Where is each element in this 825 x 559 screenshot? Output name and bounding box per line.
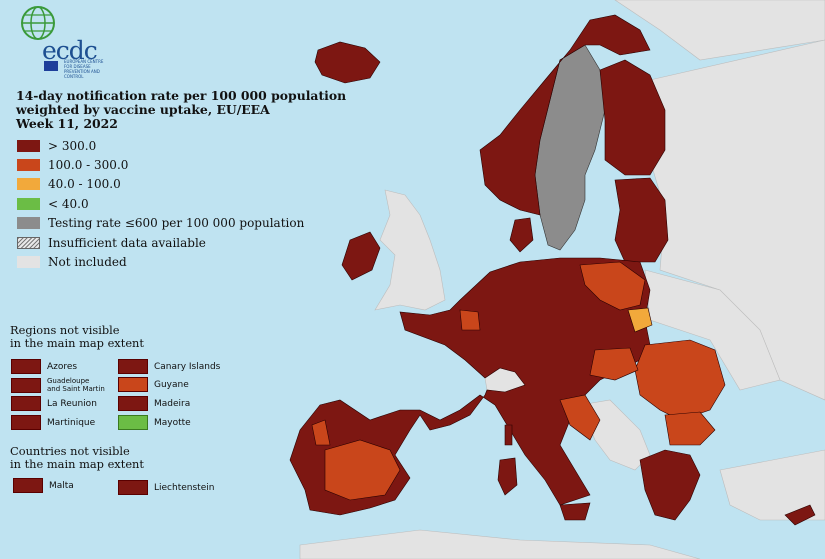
region-swatch	[11, 396, 41, 411]
region-swatch	[118, 396, 148, 411]
legend-label: 100.0 - 300.0	[48, 158, 129, 173]
title-line-1: 14-day notification rate per 100 000 pop…	[16, 88, 347, 103]
hungary-east	[589, 347, 639, 381]
region-label: Azores	[47, 361, 78, 372]
country-malta: Malta	[13, 478, 74, 493]
region-label: Mayotte	[154, 417, 191, 428]
region-guadeloupe: Guadeloupe and Saint Martin	[11, 377, 105, 393]
legend-label: < 40.0	[48, 196, 89, 211]
cyprus	[784, 504, 816, 526]
legend-item: < 40.0	[17, 194, 304, 213]
title-line-2: weighted by vaccine uptake, EU/EEA	[16, 102, 270, 117]
portugal-north	[311, 419, 331, 446]
country-swatch	[118, 480, 148, 495]
logo-wordmark: ecdc	[42, 36, 98, 65]
ukraine-belarus	[644, 269, 781, 391]
legend-label: > 300.0	[48, 138, 97, 153]
legend-item: > 300.0	[17, 136, 304, 155]
bulgaria	[664, 411, 716, 446]
region-swatch	[11, 377, 41, 393]
logo-subtitle: EUROPEAN CENTRE FOR DISEASE PREVENTION A…	[64, 59, 104, 79]
denmark	[509, 217, 534, 253]
region-guyane: Guyane	[118, 377, 189, 392]
region-la-reunion: La Reunion	[11, 396, 97, 411]
legend-swatch	[17, 256, 40, 269]
regions-title-line-1: Regions not visible	[10, 323, 120, 337]
region-label: La Reunion	[47, 398, 97, 409]
map-title: 14-day notification rate per 100 000 pop…	[16, 89, 346, 131]
region-martinique: Martinique	[11, 415, 95, 430]
country-liechtenstein: Liechtenstein	[118, 480, 214, 495]
legend-swatch	[17, 178, 40, 191]
region-swatch	[118, 415, 148, 430]
region-swatch	[11, 415, 41, 430]
legend-label: Not included	[48, 255, 127, 270]
region-swatch	[118, 359, 148, 374]
region-label-line-2: and Saint Martin	[47, 385, 105, 393]
legend-item: Not included	[17, 252, 304, 271]
region-label: Guyane	[154, 379, 189, 390]
region-swatch	[11, 359, 41, 374]
estonia-latvia-lithuania	[614, 177, 669, 263]
legend-swatch	[17, 139, 40, 152]
legend-item: Testing rate ≤600 per 100 000 population	[17, 214, 304, 233]
legend-swatch	[17, 159, 40, 172]
region-azores: Azores	[11, 359, 77, 374]
finland	[599, 59, 666, 176]
region-label: Madeira	[154, 398, 191, 409]
poland-east-region	[627, 307, 653, 333]
legend-label: Testing rate ≤600 per 100 000 population	[48, 216, 305, 231]
legend-swatch	[17, 197, 40, 210]
country-label: Malta	[49, 480, 74, 491]
region-mayotte: Mayotte	[118, 415, 191, 430]
country-swatch	[13, 478, 43, 493]
legend-item: 100.0 - 300.0	[17, 155, 304, 174]
corsica	[504, 424, 513, 446]
france-east	[459, 309, 481, 331]
regions-title: Regions not visible in the main map exte…	[10, 324, 144, 350]
title-line-3: Week 11, 2022	[16, 116, 118, 131]
countries-title: Countries not visible in the main map ex…	[10, 445, 144, 471]
country-label: Liechtenstein	[154, 482, 215, 493]
region-label: Martinique	[47, 417, 96, 428]
legend-label: Insufficient data available	[48, 235, 206, 250]
ireland	[341, 231, 381, 281]
eu-flag-icon	[44, 61, 58, 71]
greece	[639, 449, 701, 521]
spain-center	[324, 439, 401, 501]
region-canary-islands: Canary Islands	[118, 359, 220, 374]
region-label: Guadeloupe and Saint Martin	[47, 377, 105, 393]
sicily	[559, 502, 591, 521]
legend-item: 40.0 - 100.0	[17, 175, 304, 194]
legend-swatch-hatched	[17, 236, 40, 249]
region-swatch	[118, 377, 148, 392]
regions-title-line-2: in the main map extent	[10, 336, 144, 350]
legend-swatch	[17, 217, 40, 230]
region-madeira: Madeira	[118, 396, 190, 411]
croatia	[559, 394, 601, 441]
greenland-arctic	[614, 0, 825, 61]
poland-regions	[579, 261, 646, 311]
region-label: Canary Islands	[154, 361, 221, 372]
mid-rate-land	[311, 261, 726, 501]
norway	[479, 14, 651, 216]
globe-icon	[21, 6, 55, 40]
countries-title-line-1: Countries not visible	[10, 444, 130, 458]
countries-title-line-2: in the main map extent	[10, 457, 144, 471]
region-label-line-1: Guadeloupe	[47, 377, 90, 385]
iceland	[314, 41, 381, 84]
legend-label: 40.0 - 100.0	[48, 177, 121, 192]
legend: > 300.0 100.0 - 300.0 40.0 - 100.0 < 40.…	[17, 136, 304, 272]
north-africa	[299, 529, 701, 559]
great-britain	[374, 189, 446, 311]
sardinia	[497, 457, 518, 496]
ecdc-logo: ecdc EUROPEAN CENTRE FOR DISEASE PREVENT…	[12, 4, 103, 79]
legend-item: Insufficient data available	[17, 233, 304, 252]
